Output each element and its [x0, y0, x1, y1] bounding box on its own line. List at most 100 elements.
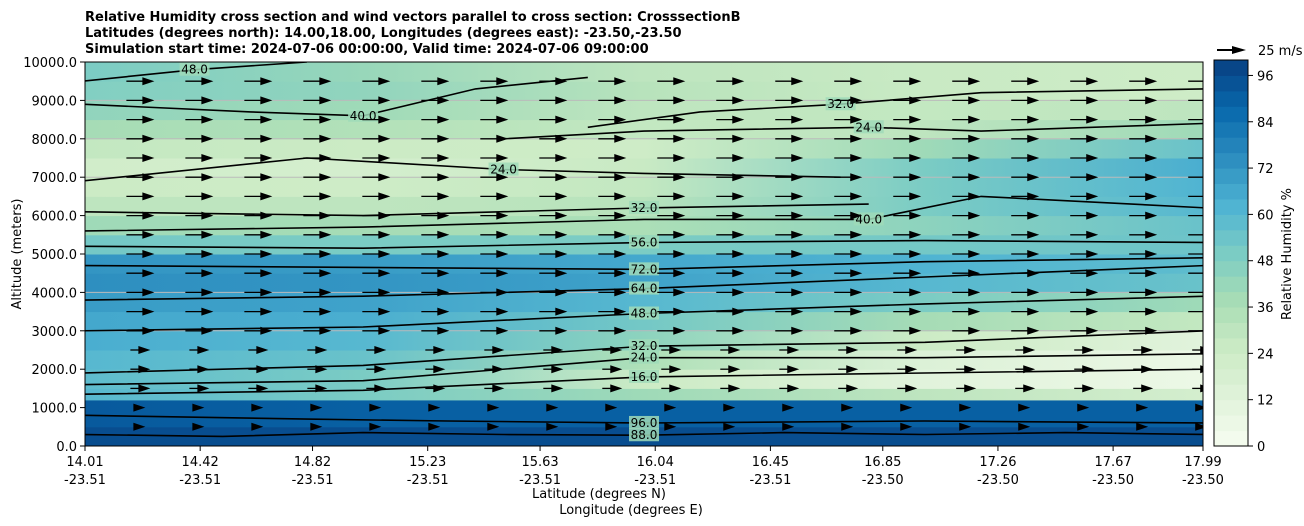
wind-arrow-head: [614, 173, 627, 182]
wind-arrow-head: [315, 365, 328, 374]
colorbar-level: [1214, 137, 1248, 154]
wind-arrow-head: [1145, 250, 1158, 258]
wind-arrow-head: [673, 115, 686, 124]
wind-arrow-head: [201, 173, 214, 182]
colorbar-level: [1214, 106, 1248, 123]
colorbar-tick-label: 36: [1257, 301, 1274, 316]
wind-arrow-head: [791, 326, 804, 335]
wind-arrow-head: [433, 346, 446, 354]
rh-band: [85, 292, 1203, 313]
y-tick-label: 3000.0: [32, 325, 78, 340]
wind-arrow-head: [732, 77, 745, 86]
wind-arrow-head: [673, 192, 686, 201]
wind-arrow-head: [319, 115, 332, 124]
wind-arrow-head: [201, 192, 214, 201]
contour-label-bg: [629, 428, 659, 442]
wind-arrow-head: [959, 422, 972, 431]
wind-arrow-head: [437, 307, 450, 316]
y-axis-label: Altitude (meters): [10, 199, 25, 310]
wind-arrow-head: [732, 192, 745, 201]
colorbar-tick-label: 60: [1257, 208, 1274, 223]
wind-arrow-head: [260, 307, 273, 316]
contour-line: [85, 414, 1203, 424]
wind-arrow-head: [909, 96, 922, 105]
y-tick-label: 6000.0: [32, 210, 78, 225]
wind-arrow-head: [728, 365, 741, 374]
wind-arrow-head: [496, 192, 509, 201]
wind-arrow-head: [1141, 365, 1154, 374]
wind-arrow-head: [968, 134, 981, 143]
wind-arrow-head: [732, 154, 745, 162]
colorbar-level: [1214, 322, 1248, 339]
quiver-key-label: 25 m/s: [1258, 44, 1303, 59]
contour-label-bg: [853, 120, 884, 134]
y-tick-label: 1000.0: [32, 402, 78, 417]
contour-label: 64.0: [631, 282, 658, 296]
wind-arrow-head: [1027, 115, 1040, 124]
wind-arrow-head: [968, 288, 981, 297]
wind-arrow-head: [378, 96, 391, 105]
wind-arrow-head: [197, 384, 210, 393]
wind-arrow-head: [496, 115, 509, 124]
wind-arrow-head: [850, 77, 863, 86]
wind-arrow-head: [142, 173, 155, 182]
wind-arrow-head: [201, 115, 214, 124]
contour-label-bg: [629, 306, 659, 320]
wind-arrow-head: [1027, 307, 1040, 316]
wind-arrow-head: [319, 77, 332, 86]
wind-arrow-head: [201, 230, 214, 239]
wind-arrow-head: [437, 269, 450, 278]
wind-arrow-head: [850, 154, 863, 162]
colorbar-level: [1214, 353, 1248, 370]
colorbar-tick-label: 72: [1257, 162, 1274, 177]
wind-arrow-head: [256, 365, 269, 374]
wind-arrow-head: [850, 96, 863, 105]
wind-arrow-head: [1145, 134, 1158, 143]
colorbar-level: [1214, 337, 1248, 354]
colorbar-level: [1214, 260, 1248, 277]
contour-line: [85, 195, 1203, 232]
colorbar-level: [1214, 168, 1248, 185]
wind-arrow-head: [732, 96, 745, 105]
wind-arrow-head: [555, 115, 568, 124]
wind-arrow-head: [850, 211, 863, 220]
wind-arrow-head: [964, 384, 977, 393]
wind-arrow-head: [968, 269, 981, 278]
wind-arrow-head: [378, 115, 391, 124]
wind-arrow-head: [133, 422, 146, 431]
wind-arrow-head: [378, 269, 391, 278]
wind-arrow-head: [964, 346, 977, 354]
y-tick-label: 0.0: [56, 440, 77, 455]
wind-arrow-head: [437, 77, 450, 86]
rh-band: [85, 138, 1203, 159]
wind-arrow-head: [610, 365, 623, 374]
wind-arrow-head: [850, 173, 863, 182]
rh-band: [85, 215, 1203, 236]
wind-arrow-head: [260, 269, 273, 278]
wind-arrow-head: [1086, 250, 1099, 258]
wind-arrow-head: [1027, 154, 1040, 162]
wind-arrow-head: [142, 115, 155, 124]
wind-arrow-head: [673, 96, 686, 105]
wind-arrow-head: [310, 403, 323, 412]
wind-arrow-head: [555, 173, 568, 182]
contour-label-bg: [629, 369, 659, 383]
wind-arrow-head: [1018, 403, 1031, 412]
wind-arrow-head: [201, 269, 214, 278]
y-tick-label: 5000.0: [32, 248, 78, 263]
wind-arrow-head: [437, 173, 450, 182]
wind-arrow-head: [319, 154, 332, 162]
wind-arrow-head: [1027, 326, 1040, 335]
colorbar-level: [1214, 276, 1248, 293]
wind-arrow-head: [496, 326, 509, 335]
wind-arrow-head: [437, 288, 450, 297]
wind-arrow-head: [487, 422, 500, 431]
colorbar-level: [1214, 368, 1248, 385]
wind-arrow-head: [555, 250, 568, 258]
colorbar-level: [1214, 415, 1248, 432]
x-tick-label-lon: -23.50: [1092, 473, 1134, 488]
contour-label-bg: [629, 262, 659, 276]
wind-arrow-head: [968, 96, 981, 105]
wind-arrow-head: [841, 422, 854, 431]
wind-arrow-head: [1086, 269, 1099, 278]
